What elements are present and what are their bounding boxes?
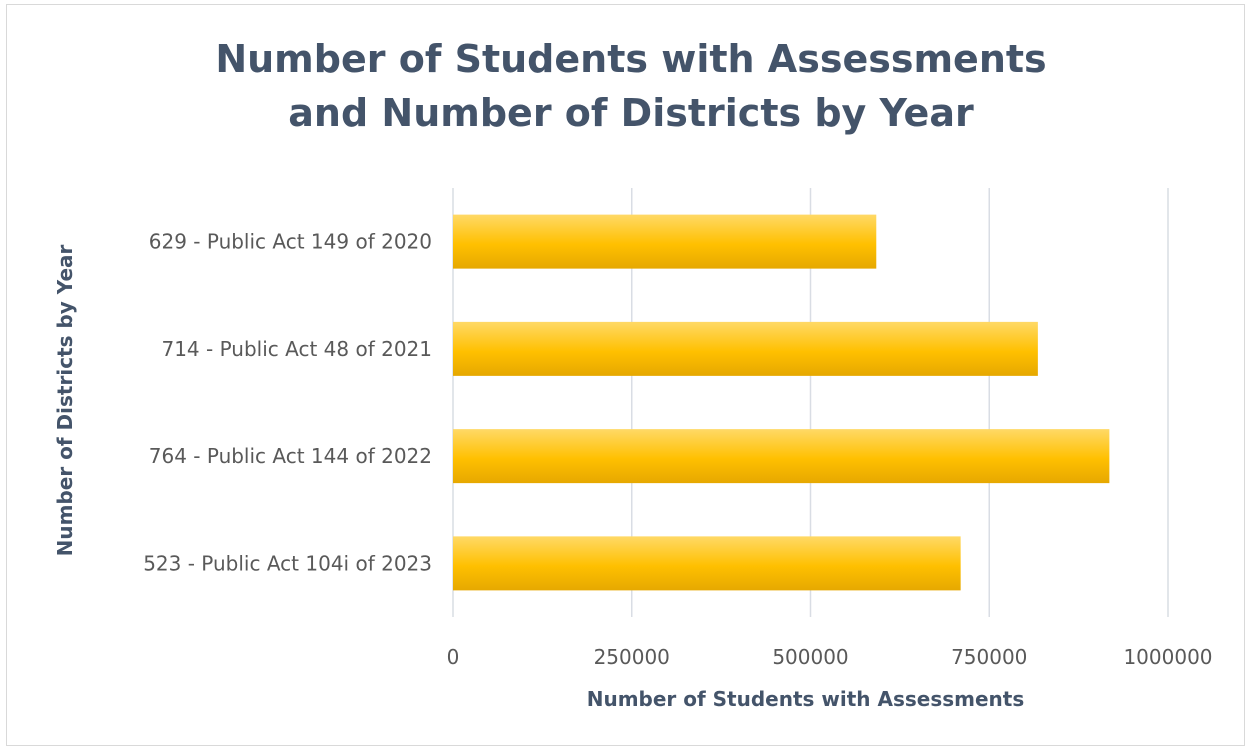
x-tick-label: 1000000	[1123, 645, 1212, 669]
bar	[453, 214, 877, 269]
y-axis-title: Number of Districts by Year	[53, 245, 77, 557]
category-label: 714 - Public Act 48 of 2021	[161, 337, 432, 361]
category-label: 523 - Public Act 104i of 2023	[143, 551, 432, 575]
category-label: 764 - Public Act 144 of 2022	[149, 444, 432, 468]
category-labels: 629 - Public Act 149 of 2020 714 - Public…	[143, 230, 432, 576]
chart-title: Number of Students with Assessments and …	[215, 37, 1047, 135]
x-tick-label: 500000	[772, 645, 848, 669]
x-tick-label: 0	[447, 645, 460, 669]
x-tick-labels: 0 250000 500000 750000 1000000	[447, 645, 1213, 669]
bar	[453, 321, 1038, 376]
bar	[453, 536, 961, 591]
bar	[453, 429, 1110, 484]
x-tick-label: 750000	[951, 645, 1027, 669]
x-tick-label: 250000	[594, 645, 670, 669]
bars	[453, 214, 1110, 591]
category-label: 629 - Public Act 149 of 2020	[149, 230, 432, 254]
x-axis-title: Number of Students with Assessments	[587, 687, 1025, 711]
